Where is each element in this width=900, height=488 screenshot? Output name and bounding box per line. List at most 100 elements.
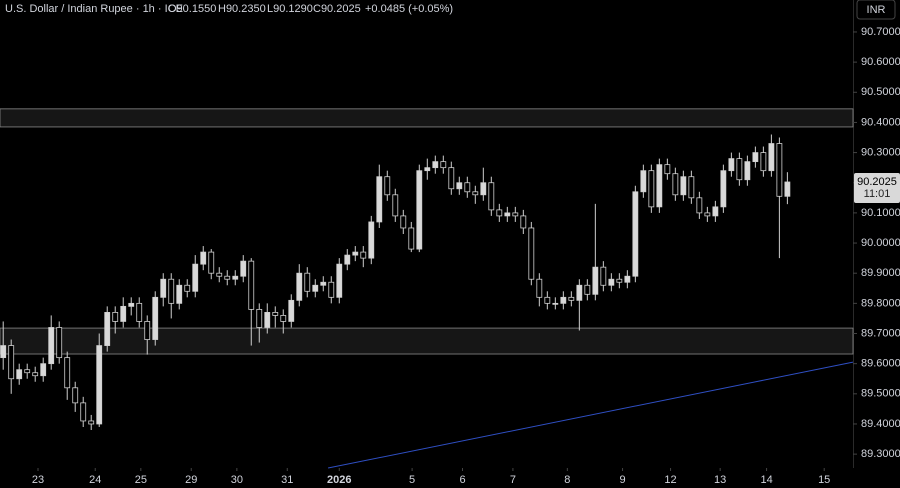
header: U.S. Dollar / Indian Rupee · 1h · ICE O9… — [5, 3, 453, 15]
candle-body — [168, 278, 175, 304]
candle-body — [408, 227, 415, 250]
candle-body — [88, 420, 95, 425]
candle-body — [256, 308, 263, 328]
candle-body — [432, 161, 439, 169]
candle-body — [176, 284, 183, 304]
candle-body — [360, 251, 367, 259]
candle-body — [640, 170, 647, 193]
candle-body — [384, 176, 391, 196]
x-tick-label: 24 — [89, 474, 101, 486]
x-tick-label: 25 — [135, 474, 147, 486]
candle-body — [688, 176, 695, 199]
candle-body — [272, 312, 279, 316]
candle-body — [576, 284, 583, 301]
candle-body — [208, 251, 215, 274]
candle-body — [392, 194, 399, 217]
candle-body — [264, 312, 271, 328]
trendline — [327, 361, 854, 469]
candle-body — [656, 164, 663, 208]
candle-body — [120, 305, 127, 322]
candle-body — [152, 296, 159, 340]
candle-body — [536, 278, 543, 298]
candle-body — [720, 170, 727, 208]
candle-body — [704, 212, 711, 217]
candle-body — [592, 266, 599, 295]
candle-body — [32, 372, 39, 377]
x-tick-label: 12 — [664, 474, 676, 486]
candle-body — [744, 161, 751, 181]
candle-body — [616, 278, 623, 283]
candle-body — [136, 302, 143, 322]
candle-body — [240, 260, 247, 277]
candle-body — [0, 345, 7, 359]
candle-body — [376, 176, 383, 223]
candle-body — [48, 327, 55, 365]
candle-body — [248, 260, 255, 310]
candle-body — [696, 197, 703, 214]
candle-body — [344, 254, 351, 265]
y-tick-label: 89.7000 — [861, 327, 900, 339]
candle-body — [128, 302, 135, 307]
candle-body — [712, 206, 719, 217]
candle-body — [776, 143, 783, 197]
countdown: 11:01 — [864, 188, 891, 200]
currency[interactable]: INR — [867, 4, 886, 16]
y-tick-label: 89.3000 — [861, 448, 900, 460]
candle-body — [752, 152, 759, 163]
candle-body — [288, 299, 295, 322]
candle-body — [680, 176, 687, 196]
y-tick-label: 90.6000 — [861, 56, 900, 68]
x-tick-label: 15 — [818, 474, 830, 486]
candle-body — [232, 275, 239, 280]
candle-body — [96, 345, 103, 425]
x-tick-label: 8 — [564, 474, 570, 486]
last-price-box — [854, 172, 900, 203]
candle-body — [440, 161, 447, 169]
x-tick-label: 14 — [760, 474, 772, 486]
candle-body — [632, 191, 639, 277]
x-tick-label: 7 — [510, 474, 516, 486]
candle-body — [16, 369, 23, 380]
candle-body — [336, 263, 343, 298]
x-tick-label: 23 — [32, 474, 44, 486]
candle-body — [368, 221, 375, 259]
candle-body — [8, 345, 15, 380]
y-tick-label: 90.1000 — [861, 207, 900, 219]
candle-body — [512, 212, 519, 217]
x-tick-label: 2026 — [327, 474, 351, 486]
y-tick-label: 89.9000 — [861, 267, 900, 279]
currency-button[interactable] — [856, 0, 896, 20]
candle-body — [200, 251, 207, 265]
candle-body — [416, 170, 423, 250]
candle-body — [568, 296, 575, 301]
y-tick-label: 89.8000 — [861, 297, 900, 309]
candle-body — [24, 369, 31, 374]
candle-body — [520, 215, 527, 229]
y-tick-label: 89.5000 — [861, 388, 900, 400]
candle-body — [464, 182, 471, 193]
candle-body — [624, 275, 631, 283]
ohlc-close: C90.2025 — [313, 3, 361, 15]
candle-body — [216, 272, 223, 277]
candle-body — [552, 302, 559, 305]
ohlc-low: L90.1290 — [267, 3, 313, 15]
candle-body — [472, 191, 479, 196]
candle-body — [664, 164, 671, 175]
candle-body — [496, 209, 503, 217]
candle-body — [672, 173, 679, 196]
ohlc-high: H90.2350 — [218, 3, 266, 15]
candle-body — [64, 357, 71, 389]
change: +0.0485 (+0.05%) — [365, 3, 453, 15]
candle-body — [488, 182, 495, 211]
candle-body — [760, 152, 767, 172]
y-tick-label: 90.4000 — [861, 116, 900, 128]
candle-body — [784, 181, 791, 197]
candle-body — [480, 182, 487, 196]
candle-body — [424, 167, 431, 172]
candle-body — [160, 278, 167, 298]
candle-body — [544, 296, 551, 304]
x-tick-label: 31 — [281, 474, 293, 486]
